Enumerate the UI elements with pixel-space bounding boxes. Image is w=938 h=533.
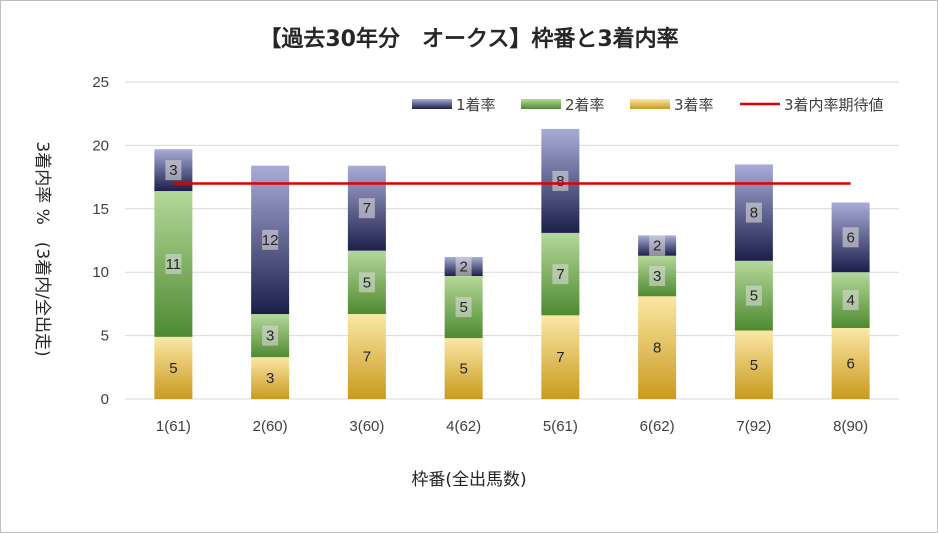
data-label-bg xyxy=(649,266,666,287)
data-label: 8 xyxy=(750,205,758,222)
data-label: 4 xyxy=(846,292,854,309)
data-label: 7 xyxy=(363,200,371,217)
bar-segment xyxy=(541,315,580,399)
y-tick-label: 5 xyxy=(101,328,109,345)
y-tick-label: 10 xyxy=(92,264,109,281)
data-label-bg xyxy=(262,229,279,250)
data-label: 7 xyxy=(556,266,564,283)
chart-title: 【過去30年分 オークス】枠番と3着内率 xyxy=(259,26,678,52)
data-label-bg xyxy=(745,202,762,223)
bars xyxy=(154,128,870,399)
data-label: 12 xyxy=(262,232,279,249)
y-tick-label: 15 xyxy=(92,201,109,218)
x-axis: 1(61) 2(60) 3(60) 4(62) 5(61) 6(62) 7(92) 8(90) xyxy=(156,418,868,435)
data-label-bg xyxy=(552,170,569,191)
x-tick-label: 3(60) xyxy=(349,418,384,435)
data-label: 5 xyxy=(459,361,467,378)
data-label: 5 xyxy=(169,360,177,377)
data-label-bg xyxy=(165,160,182,181)
x-tick-label: 5(61) xyxy=(543,418,578,435)
gridlines xyxy=(125,81,899,400)
data-label: 3 xyxy=(653,268,661,285)
data-label: 3 xyxy=(169,162,177,179)
data-label: 11 xyxy=(166,256,182,273)
bar-segment xyxy=(734,330,773,399)
x-tick-label: 7(92) xyxy=(736,418,771,435)
data-label-bg xyxy=(165,253,182,274)
data-label: 6 xyxy=(846,355,854,372)
data-label: 5 xyxy=(750,357,758,374)
data-label: 7 xyxy=(363,349,371,366)
data-label-bg xyxy=(455,297,472,318)
legend-label: 2着率 xyxy=(565,96,605,114)
data-label: 5 xyxy=(750,288,758,305)
bar-segment xyxy=(154,336,193,399)
data-label-bg xyxy=(842,290,859,311)
bar-segment xyxy=(347,314,386,399)
data-label-bg xyxy=(358,198,375,219)
data-label: 8 xyxy=(556,173,564,190)
data-label: 3 xyxy=(266,370,274,387)
data-label: 5 xyxy=(459,299,467,316)
data-label: 3 xyxy=(266,328,274,345)
data-label-bg xyxy=(552,264,569,285)
y-axis: 0 5 10 15 20 25 xyxy=(92,74,109,408)
x-tick-label: 2(60) xyxy=(253,418,288,435)
data-label-bg xyxy=(745,285,762,306)
legend-label: 1着率 xyxy=(456,96,496,114)
legend: 1着率 2着率 3着率 3着内率期待値 xyxy=(412,96,884,114)
x-tick-label: 4(62) xyxy=(446,418,481,435)
data-label-bg xyxy=(358,272,375,293)
data-label-bg xyxy=(262,325,279,346)
legend-label: 3着率 xyxy=(674,96,714,114)
data-label: 2 xyxy=(653,238,661,255)
data-label: 2 xyxy=(459,258,467,275)
legend-swatch xyxy=(630,99,670,109)
bar-segment xyxy=(831,327,870,399)
data-label-bg xyxy=(649,235,666,256)
x-tick-label: 6(62) xyxy=(640,418,675,435)
data-label: 8 xyxy=(653,340,661,357)
data-label: 6 xyxy=(846,229,854,246)
data-label: 5 xyxy=(363,274,371,291)
legend-swatch xyxy=(521,99,561,109)
x-axis-title: 枠番(全出馬数) xyxy=(411,470,526,490)
x-tick-label: 1(61) xyxy=(156,418,191,435)
y-tick-label: 0 xyxy=(101,391,109,408)
data-label-bg xyxy=(455,256,472,277)
bar-segment xyxy=(444,338,483,399)
legend-swatch xyxy=(412,99,452,109)
legend-label: 3着内率期待値 xyxy=(784,96,884,114)
x-tick-label: 8(90) xyxy=(833,418,868,435)
data-label: 7 xyxy=(556,349,564,366)
bar-segment xyxy=(251,357,290,399)
y-axis-title: 3着内率 % (3着内/全出走) xyxy=(32,141,52,356)
y-tick-label: 20 xyxy=(92,137,109,154)
data-label-bg xyxy=(842,227,859,248)
bar-segment xyxy=(638,296,677,399)
y-tick-label: 25 xyxy=(92,74,109,91)
data-labels: 5 11 3 3 3 12 7 5 7 5 5 2 7 7 8 8 3 2 5 5 8 6 4 6 xyxy=(165,160,859,387)
